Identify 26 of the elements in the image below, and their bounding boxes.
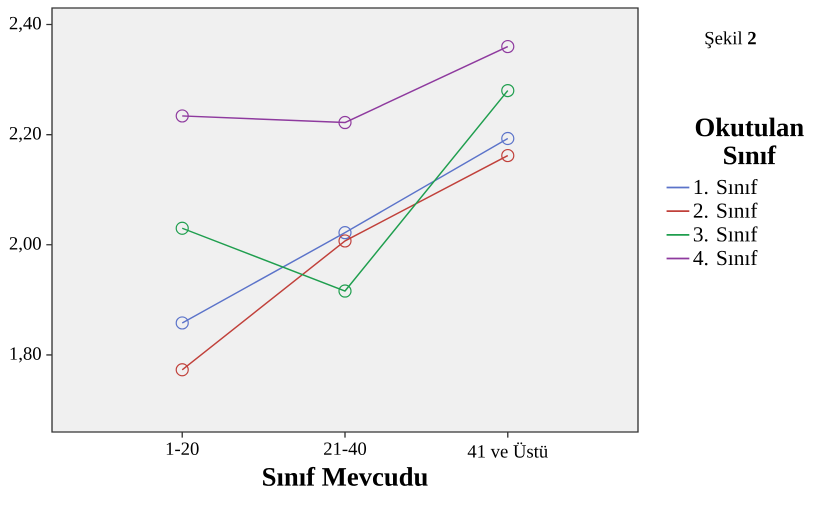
y-tick-label: 1,80 [10,347,41,363]
point [501,148,514,162]
point [176,363,189,376]
x-axis-title: Sınıf Mevcudu [263,466,428,486]
point [338,226,352,240]
text: Şekil 2 [705,31,756,48]
point [501,132,514,146]
legend-label: 3. Sınıf [694,226,758,242]
point [338,234,352,248]
x-tick-label: 21-40 [324,442,366,455]
y-tick-label: 2,00 [10,237,41,252]
point [176,109,189,123]
point [501,84,514,98]
x-tick-label: 41 ve Üstü [468,442,548,458]
legend-label: 4. Sınıf [693,250,758,266]
y-tick-label: 2,40 [10,16,41,32]
legend-title: Okutulan Sınıf [696,118,804,164]
point [338,284,352,298]
legend-label: 1. Sınıf [694,178,758,194]
legend-label: 2. Sınıf [694,202,758,218]
point [176,316,189,330]
point [501,40,514,54]
point [176,222,189,235]
y-tick-label: 2,20 [10,126,41,142]
point [338,116,352,130]
x-tick-label: 1-20 [166,442,199,455]
